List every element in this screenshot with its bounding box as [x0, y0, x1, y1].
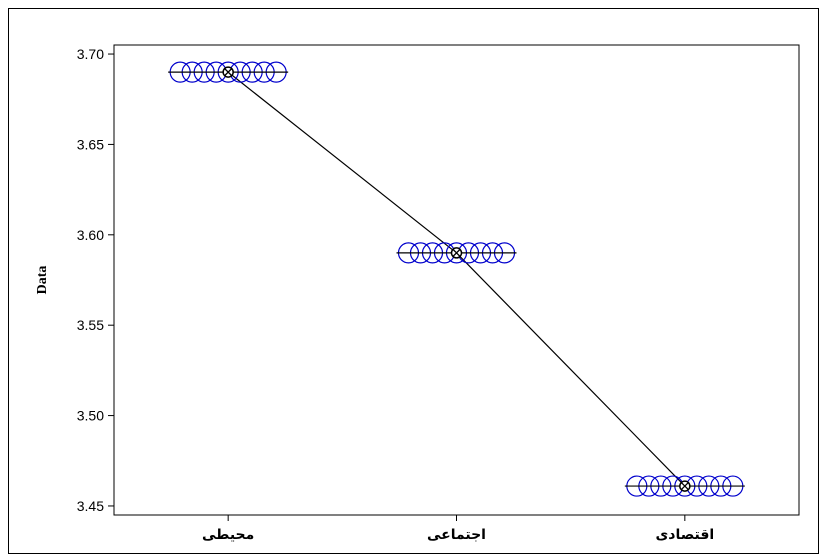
x-axis: محیطی اجتماعی اقتصادی: [202, 515, 714, 543]
y-tick-label: 3.55: [77, 317, 104, 333]
mean-marker-cross: [224, 68, 233, 77]
mean-connect-line: [227, 71, 686, 487]
chart-frame: [8, 8, 819, 554]
y-tick-label: 3.65: [77, 136, 104, 152]
data-points: [168, 61, 745, 497]
x-tick-label: اجتماعی: [427, 527, 486, 543]
y-tick-label: 3.45: [77, 498, 104, 514]
plot-area: [113, 44, 800, 516]
mean-markers: [222, 66, 691, 492]
mean-marker-cross: [452, 248, 461, 257]
y-tick-label: 3.70: [77, 46, 104, 62]
y-axis: 3.45 3.50 3.55 3.60 3.65 3.70: [77, 46, 114, 514]
mean-connect-polyline: [227, 71, 686, 487]
y-tick-label: 3.60: [77, 227, 104, 243]
y-tick-label: 3.50: [77, 408, 104, 424]
mean-marker-cross: [680, 482, 689, 491]
y-axis-label: Data: [35, 266, 50, 295]
x-tick-label: محیطی: [202, 527, 254, 543]
x-tick-label: اقتصادی: [655, 527, 714, 543]
